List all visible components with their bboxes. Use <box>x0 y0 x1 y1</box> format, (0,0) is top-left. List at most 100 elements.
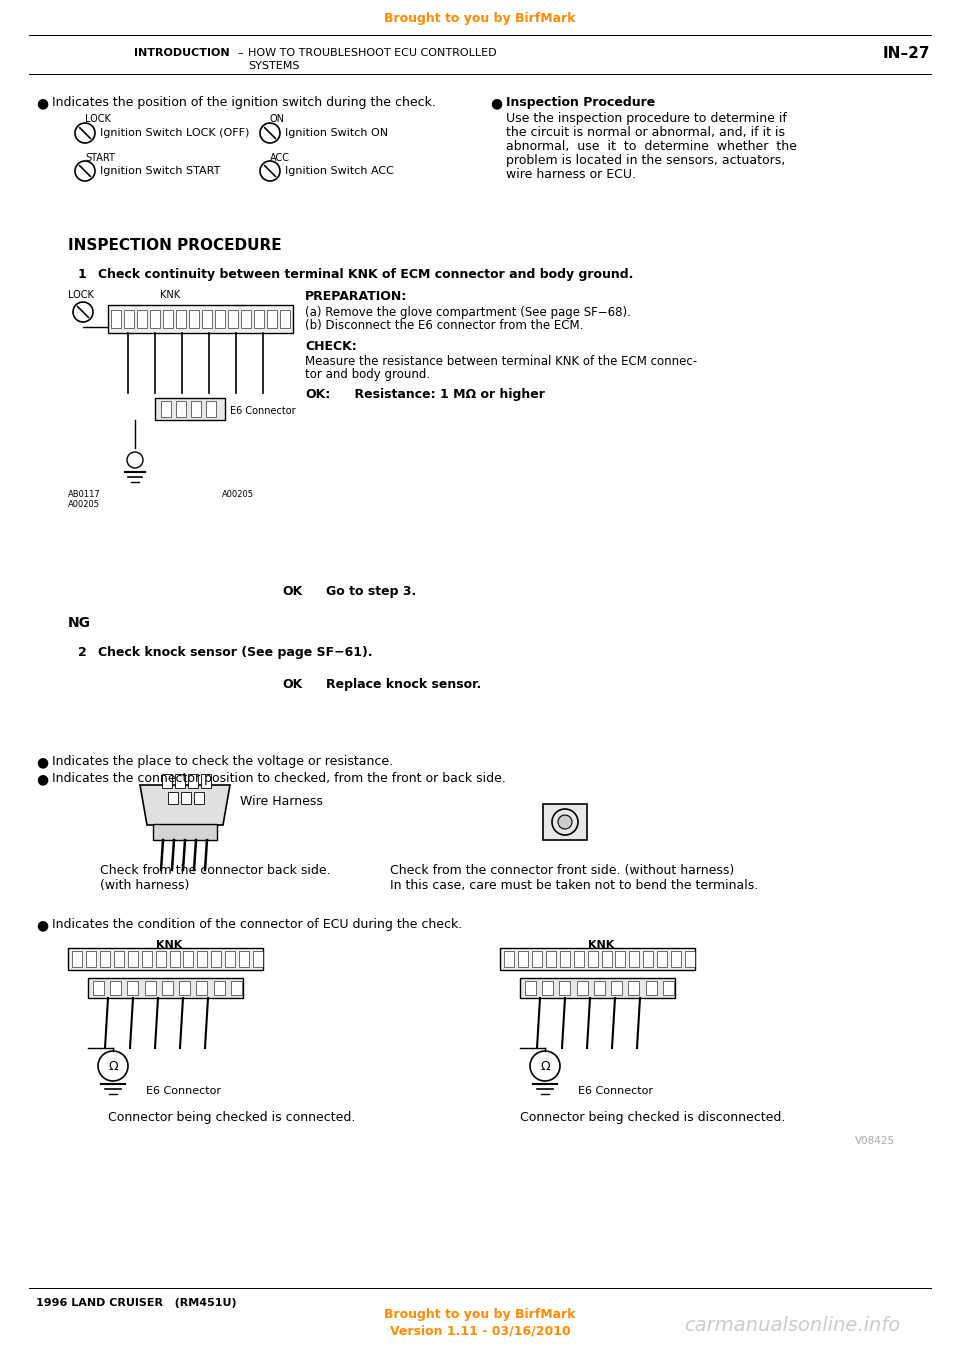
Text: LOCK: LOCK <box>85 114 110 124</box>
Text: IN–27: IN–27 <box>882 46 930 61</box>
Bar <box>188 774 198 788</box>
Bar <box>226 951 235 967</box>
Text: tor and body ground.: tor and body ground. <box>305 368 430 382</box>
Text: Brought to you by BirfMark: Brought to you by BirfMark <box>384 1308 576 1321</box>
Bar <box>662 980 674 995</box>
Bar <box>180 980 190 995</box>
Text: ●: ● <box>36 96 48 110</box>
Text: Ignition Switch ON: Ignition Switch ON <box>285 128 388 139</box>
Text: Ignition Switch ACC: Ignition Switch ACC <box>285 166 394 177</box>
Text: ●: ● <box>36 918 48 932</box>
Text: E6 Connector: E6 Connector <box>230 406 296 416</box>
Text: Version 1.11 - 03/16/2010: Version 1.11 - 03/16/2010 <box>390 1324 570 1338</box>
Bar <box>93 980 104 995</box>
Bar <box>280 310 290 329</box>
Text: –: – <box>237 48 243 58</box>
Text: Resistance: 1 MΩ or higher: Resistance: 1 MΩ or higher <box>337 388 545 401</box>
Text: A00205: A00205 <box>222 490 254 498</box>
Text: Indicates the position of the ignition switch during the check.: Indicates the position of the ignition s… <box>52 96 436 109</box>
Bar <box>574 951 584 967</box>
Bar <box>560 951 569 967</box>
Bar <box>68 948 263 970</box>
Bar <box>202 310 212 329</box>
Bar <box>176 401 186 417</box>
Bar <box>241 310 251 329</box>
Bar <box>239 951 250 967</box>
Text: INSPECTION PROCEDURE: INSPECTION PROCEDURE <box>68 238 281 253</box>
Text: Brought to you by BirfMark: Brought to you by BirfMark <box>384 12 576 24</box>
Bar <box>88 978 243 998</box>
Bar <box>162 774 172 788</box>
Text: PREPARATION:: PREPARATION: <box>305 291 407 303</box>
Bar <box>128 980 138 995</box>
Text: Check from the connector back side.: Check from the connector back side. <box>100 864 330 877</box>
Text: Ω: Ω <box>540 1059 550 1073</box>
Bar <box>183 951 193 967</box>
Bar <box>560 980 570 995</box>
Bar <box>163 310 173 329</box>
Text: In this case, care must be taken not to bend the terminals.: In this case, care must be taken not to … <box>390 879 758 892</box>
Bar <box>150 310 160 329</box>
Text: problem is located in the sensors, actuators,: problem is located in the sensors, actua… <box>506 153 785 167</box>
Bar <box>543 804 587 841</box>
Text: Check from the connector front side. (without harness): Check from the connector front side. (wi… <box>390 864 734 877</box>
Text: NG: NG <box>68 617 91 630</box>
Text: Ω: Ω <box>108 1059 118 1073</box>
Bar <box>230 980 242 995</box>
Text: CHECK:: CHECK: <box>305 340 357 353</box>
Bar <box>181 792 191 804</box>
Text: (with harness): (with harness) <box>100 879 189 892</box>
Bar <box>72 951 82 967</box>
Bar <box>175 774 185 788</box>
Bar <box>111 310 121 329</box>
Text: ●: ● <box>490 96 502 110</box>
Text: KNK: KNK <box>160 291 180 300</box>
Polygon shape <box>140 785 230 826</box>
Bar <box>267 310 277 329</box>
Bar <box>630 951 639 967</box>
Text: OK:: OK: <box>305 388 330 401</box>
Bar <box>254 310 264 329</box>
Text: Measure the resistance between terminal KNK of the ECM connec-: Measure the resistance between terminal … <box>305 354 697 368</box>
Bar <box>215 310 225 329</box>
Text: carmanualsonline.info: carmanualsonline.info <box>684 1316 900 1335</box>
Bar <box>504 951 514 967</box>
Bar <box>197 980 207 995</box>
Text: LOCK: LOCK <box>68 291 94 300</box>
Bar <box>213 980 225 995</box>
Bar <box>629 980 639 995</box>
Bar <box>137 310 147 329</box>
Circle shape <box>558 815 572 828</box>
Text: Inspection Procedure: Inspection Procedure <box>506 96 656 109</box>
Text: (a) Remove the glove compartment (See page SF−68).: (a) Remove the glove compartment (See pa… <box>305 306 631 319</box>
Text: Go to step 3.: Go to step 3. <box>326 585 417 598</box>
Bar <box>542 980 553 995</box>
Bar <box>645 980 657 995</box>
Bar <box>532 951 541 967</box>
Text: KNK: KNK <box>156 940 182 951</box>
Text: START: START <box>85 153 115 163</box>
Bar <box>685 951 695 967</box>
Text: abnormal,  use  it  to  determine  whether  the: abnormal, use it to determine whether th… <box>506 140 797 153</box>
Bar <box>520 978 675 998</box>
Bar <box>142 951 152 967</box>
Bar <box>162 980 173 995</box>
Bar <box>189 310 199 329</box>
Bar <box>546 951 556 967</box>
Bar <box>153 824 217 841</box>
Bar <box>612 980 622 995</box>
Text: Check continuity between terminal KNK of ECM connector and body ground.: Check continuity between terminal KNK of… <box>98 268 634 281</box>
Text: E6 Connector: E6 Connector <box>578 1086 653 1096</box>
Bar <box>86 951 96 967</box>
Bar <box>156 951 165 967</box>
Bar <box>191 401 201 417</box>
Bar <box>594 980 605 995</box>
Text: OK: OK <box>282 678 302 691</box>
Bar <box>577 980 588 995</box>
Bar <box>211 951 222 967</box>
Bar <box>108 306 293 333</box>
Text: Use the inspection procedure to determine if: Use the inspection procedure to determin… <box>506 111 787 125</box>
Bar <box>161 401 171 417</box>
Text: ●: ● <box>36 755 48 769</box>
Bar <box>168 792 178 804</box>
